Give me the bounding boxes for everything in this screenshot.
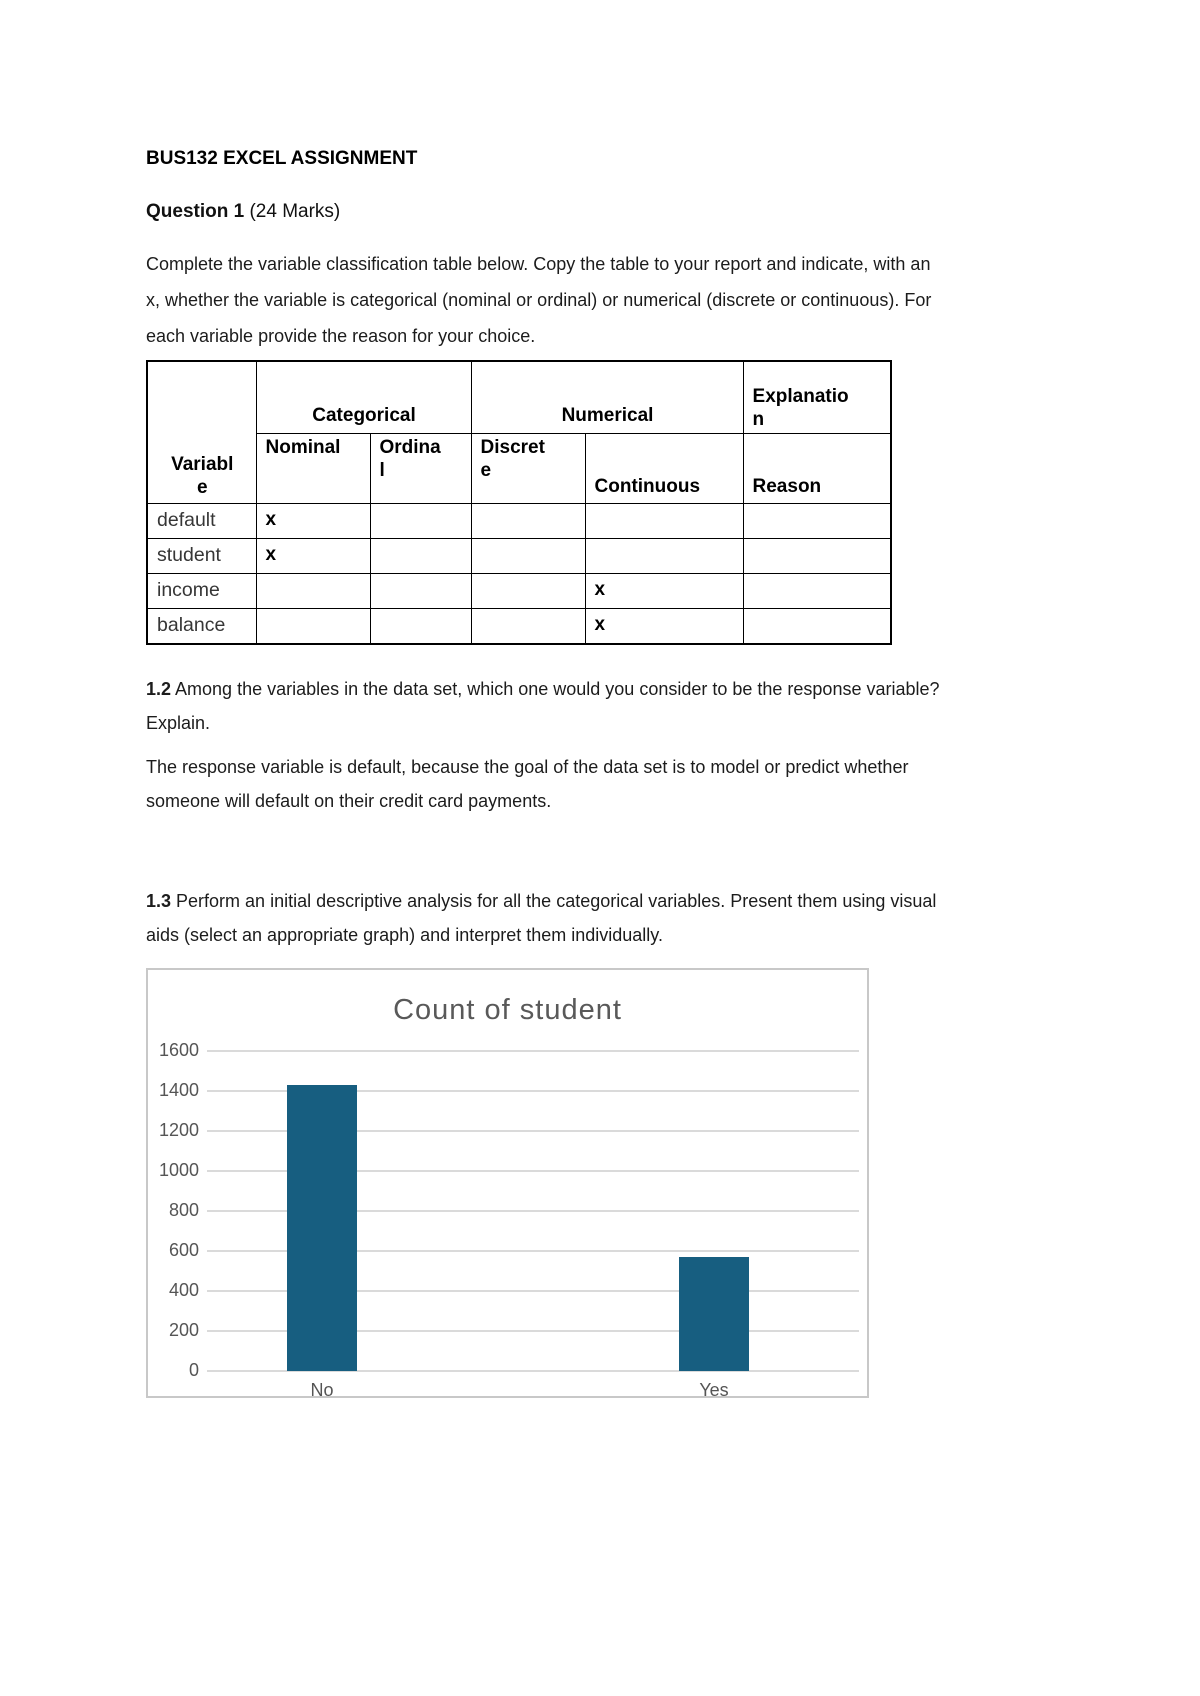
question13-label: 1.3 (146, 891, 172, 911)
header-variable: Variable (146, 360, 257, 504)
classification-table-wrap: Variable Categorical Numerical Explanati… (146, 360, 893, 645)
gridline (207, 1050, 859, 1052)
question1-heading: Question 1 (24 Marks) (146, 201, 340, 223)
y-axis-tick-label: 400 (168, 1280, 199, 1300)
header-reason: Reason (742, 433, 892, 504)
cell-discrete (470, 538, 586, 574)
cell-variable: income (146, 573, 257, 609)
cell-nominal: x (255, 503, 371, 539)
cell-discrete (470, 573, 586, 609)
cell-continuous: x (584, 573, 744, 609)
cell-nominal (255, 573, 371, 609)
bar-no (287, 1085, 357, 1371)
intro-paragraph: Complete the variable classification tab… (146, 254, 932, 346)
chart-title: Count of student (393, 994, 622, 1026)
question13-text: 1.3 Perform an initial descriptive analy… (146, 891, 937, 945)
table-row-balance: balance x (146, 608, 892, 645)
header-ordinal: Ordinal (369, 433, 472, 504)
header-numerical: Numerical (470, 360, 744, 434)
y-axis-tick-label: 800 (168, 1200, 199, 1220)
cell-reason (742, 573, 892, 609)
cell-ordinal (369, 503, 472, 539)
cell-ordinal (369, 573, 472, 609)
header-explanation: Explanation (742, 360, 892, 434)
question1-marks: (24 Marks) (244, 201, 341, 222)
x-axis-category-label: No (310, 1380, 334, 1400)
gridline (207, 1330, 859, 1332)
y-axis-tick-label: 200 (168, 1320, 199, 1340)
y-axis-tick-label: 600 (168, 1240, 199, 1260)
cell-nominal (255, 608, 371, 645)
gridline (207, 1290, 859, 1292)
cell-continuous: x (584, 608, 744, 645)
cell-nominal: x (255, 538, 371, 574)
question12-answer: The response variable is default, becaus… (146, 757, 909, 811)
cell-variable: default (146, 503, 257, 539)
gridline (207, 1090, 859, 1092)
gridline (207, 1250, 859, 1252)
bar-yes (679, 1257, 749, 1371)
cell-reason (742, 538, 892, 574)
header-nominal: Nominal (255, 433, 371, 504)
cell-discrete (470, 608, 586, 645)
question1-label: Question 1 (146, 201, 245, 222)
y-axis-tick-label: 1200 (158, 1120, 199, 1140)
y-axis-tick-label: 1400 (158, 1080, 199, 1100)
header-categorical: Categorical (255, 360, 472, 434)
chart: Count of student 0 200 400 600 800 1000 1200 14… (146, 968, 869, 1400)
y-axis-tick-label: 1600 (158, 1040, 199, 1060)
cell-continuous (584, 538, 744, 574)
table-group-header-row: Variable Categorical Numerical Explanati… (146, 360, 892, 504)
header-discrete: Discrete (470, 433, 586, 504)
table-row-default: default x (146, 503, 892, 539)
table-row-student: student x (146, 538, 892, 574)
cell-discrete (470, 503, 586, 539)
cell-variable: student (146, 538, 257, 574)
document-title: BUS132 EXCEL ASSIGNMENT (146, 148, 418, 169)
question12-text: 1.2 Among the variables in the data set,… (146, 679, 940, 733)
gridline (207, 1370, 859, 1372)
table-row-income: income x (146, 573, 892, 609)
gridline (207, 1170, 859, 1172)
cell-variable: balance (146, 608, 257, 645)
question12-label: 1.2 (146, 679, 172, 699)
x-axis-category-label: Yes (699, 1380, 729, 1400)
cell-continuous (584, 503, 744, 539)
gridline (207, 1210, 859, 1212)
y-axis-tick-label: 0 (188, 1360, 199, 1380)
gridline (207, 1130, 859, 1132)
header-continuous: Continuous (584, 433, 744, 504)
cell-ordinal (369, 538, 472, 574)
cell-reason (742, 608, 892, 645)
classification-table: Variable Categorical Numerical Explanati… (146, 360, 893, 645)
y-axis-tick-label: 1000 (158, 1160, 199, 1180)
cell-ordinal (369, 608, 472, 645)
table-subheader-row: Nominal Ordinal Discrete Continuous Reas… (147, 433, 892, 504)
cell-reason (742, 503, 892, 539)
